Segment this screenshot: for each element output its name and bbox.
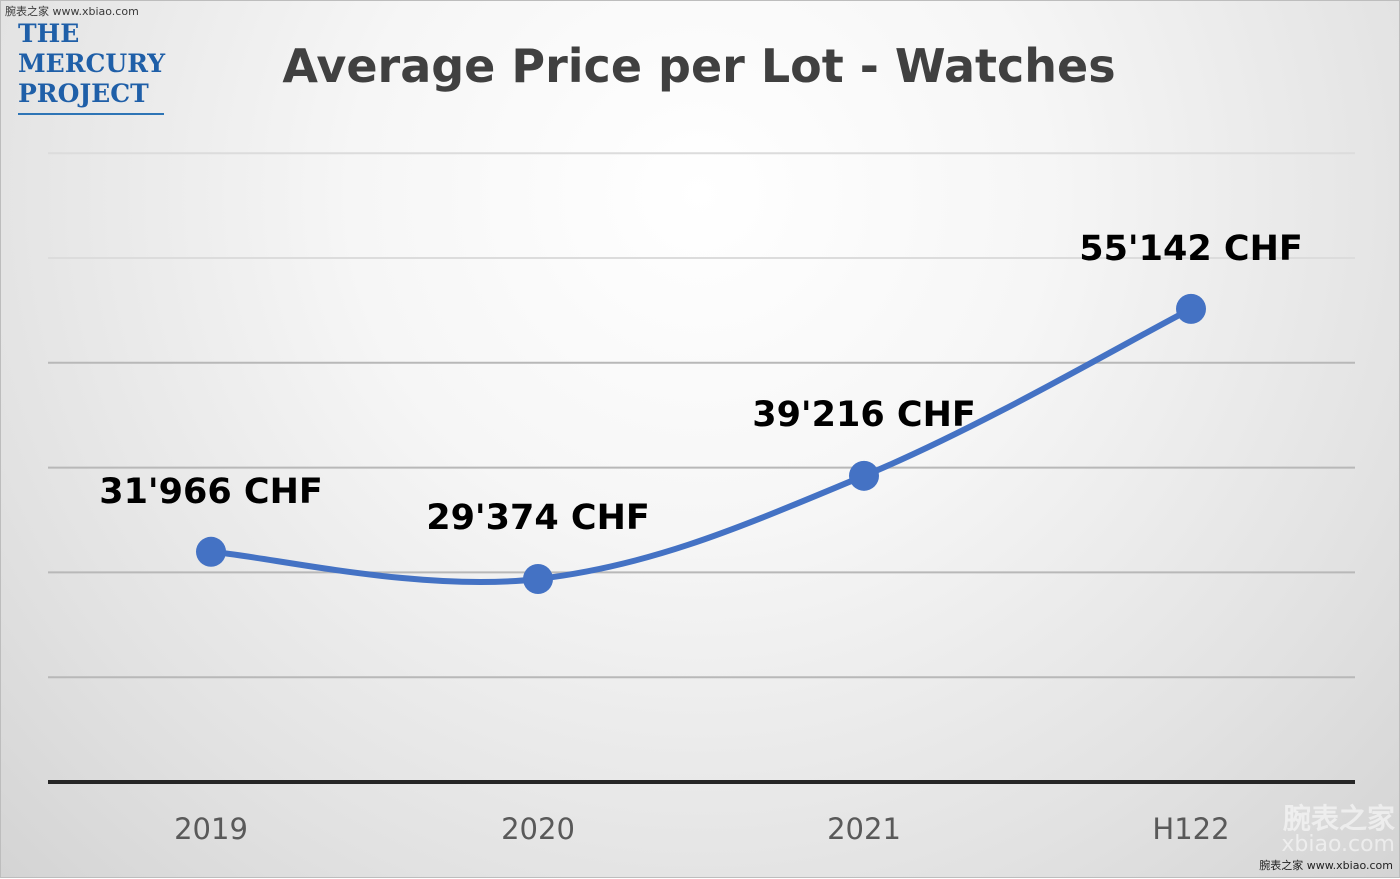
data-point-H122 — [1176, 293, 1206, 324]
corner-watermark-cn: 腕表之家 — [1282, 802, 1395, 835]
x-tick-label-2021: 2021 — [827, 812, 901, 846]
logo-line-1: THE — [18, 19, 80, 48]
watermark-bottom: 腕表之家 www.xbiao.com — [1259, 859, 1393, 872]
data-label-2019: 31'966 CHF — [99, 472, 323, 512]
x-tick-label-2019: 2019 — [174, 812, 248, 846]
chart-title-text: Average Price per Lot - Watches — [282, 39, 1116, 93]
series-line — [208, 305, 1194, 586]
data-label-H122: 55'142 CHF — [1079, 229, 1303, 269]
logo-line-3: PROJECT — [18, 79, 149, 108]
watermark-top: 腕表之家 www.xbiao.com — [5, 5, 139, 18]
data-label-2020: 29'374 CHF — [426, 498, 650, 538]
logo-line-2: MERCURY — [18, 49, 166, 78]
data-point-2021 — [849, 460, 879, 491]
mercury-project-logo: THE MERCURY PROJECT — [18, 19, 166, 115]
x-tick-label-2020: 2020 — [501, 812, 575, 846]
data-label-2021: 39'216 CHF — [752, 395, 976, 435]
data-point-2019 — [196, 536, 226, 567]
data-point-2020 — [523, 563, 553, 594]
x-tick-label-H122: H122 — [1152, 812, 1229, 846]
chart-title: Average Price per Lot - Watches — [1, 39, 1400, 93]
corner-watermark-url: xbiao.com — [1281, 832, 1395, 857]
